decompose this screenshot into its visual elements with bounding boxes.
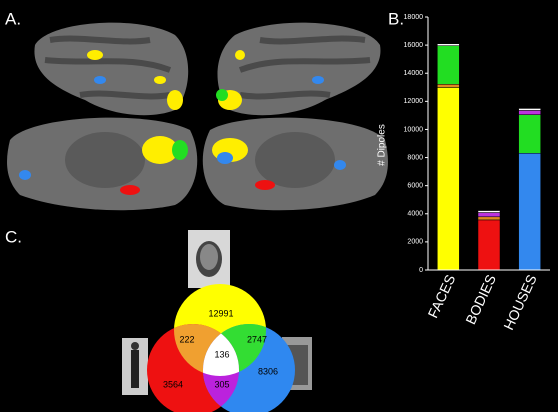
y-tick-label: 8000 — [407, 154, 423, 161]
face-image — [188, 230, 230, 288]
y-tick-label: 12000 — [404, 98, 424, 105]
region-label: 222 — [179, 334, 194, 344]
y-axis-label: # Dipoles — [377, 124, 388, 166]
brain-lateral-left — [34, 22, 189, 116]
bar-segment — [518, 114, 541, 154]
region-label: 136 — [214, 349, 229, 359]
bar-segment — [437, 84, 460, 88]
body-image — [122, 338, 148, 395]
brain-medial-left — [7, 117, 198, 211]
region-label: 2747 — [247, 334, 267, 344]
y-tick-label: 18000 — [404, 14, 424, 21]
y-tick-label: 16000 — [404, 42, 424, 49]
region-label: 305 — [214, 379, 229, 389]
region-label: 3564 — [163, 379, 183, 389]
bar-segment — [437, 43, 460, 46]
y-tick-label: 10000 — [404, 126, 424, 133]
brain-medial-right — [202, 117, 388, 211]
bar-segment — [518, 153, 541, 271]
bar-segment — [437, 45, 460, 85]
bar-segment — [477, 212, 501, 218]
panel-label: B. — [388, 9, 404, 28]
bar-segment — [518, 110, 541, 115]
y-tick-label: 2000 — [407, 239, 423, 246]
venn-region — [203, 324, 239, 376]
panel-label: C. — [5, 227, 22, 246]
bar-segment — [518, 108, 541, 111]
brain-lateral-right — [216, 22, 381, 116]
bar-segment — [477, 219, 501, 271]
y-tick-label: 4000 — [407, 211, 423, 218]
bar-segment — [477, 216, 501, 221]
y-tick-label: 14000 — [404, 70, 424, 77]
bar-segment — [437, 87, 460, 271]
region-label: 12991 — [208, 308, 233, 318]
panel-label: A. — [5, 9, 21, 28]
y-tick-label: 0 — [419, 267, 423, 274]
y-tick-label: 6000 — [407, 183, 423, 190]
venn-diagram: C. 12991 222 2747 136 3564 305 8306 — [5, 227, 295, 412]
region-label: 8306 — [258, 366, 278, 376]
bar-segment — [477, 210, 501, 213]
